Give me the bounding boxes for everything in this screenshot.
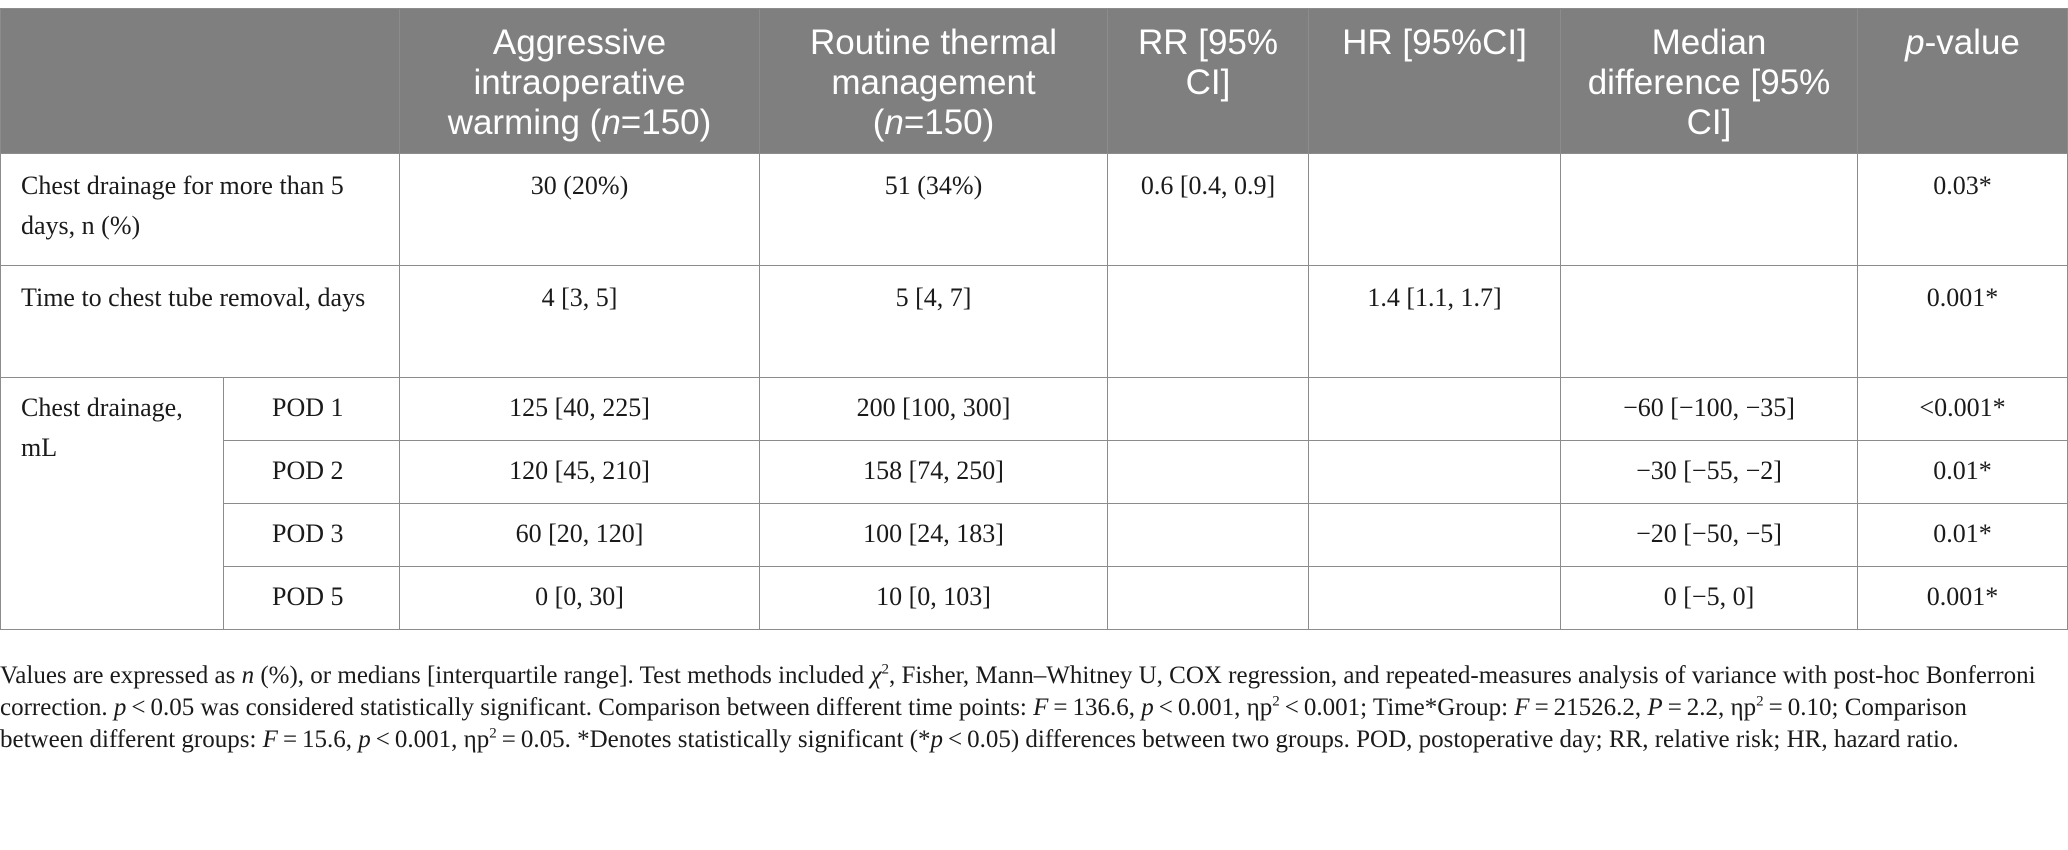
cell-hr [1308,440,1561,504]
cell-routine: 100 [24, 183] [759,503,1108,567]
cell-aggressive: 125 [40, 225] [399,377,760,441]
cell-rr [1107,503,1309,567]
cell-aggressive: 0 [0, 30] [399,566,760,630]
cell-median-diff: −60 [−100, −35] [1560,377,1858,441]
table-row: POD 5 0 [0, 30] 10 [0, 103] 0 [−5, 0] 0.… [1,566,2068,630]
group-label-chest-drainage: Chest drainage, mL [0,377,224,630]
cell-routine: 10 [0, 103] [759,566,1108,630]
header-hr: HR [95%CI] [1308,8,1561,154]
cell-p-value: 0.03* [1857,153,2068,266]
cell-aggressive: 30 (20%) [399,153,760,266]
table-footnote: Values are expressed as n (%), or median… [0,661,2036,753]
cell-p-value: 0.01* [1857,503,2068,567]
cell-p-value: <0.001* [1857,377,2068,441]
header-empty-cell [0,8,400,154]
cell-routine: 5 [4, 7] [759,265,1108,378]
cell-p-value: 0.001* [1857,566,2068,630]
pod-label: POD 1 [223,377,400,441]
results-table-container: Aggressive intraoperative warming (n=150… [0,8,2068,630]
cell-median-diff: −30 [−55, −2] [1560,440,1858,504]
table-row: POD 3 60 [20, 120] 100 [24, 183] −20 [−5… [1,503,2068,567]
cell-rr [1107,377,1309,441]
header-aggressive-warming: Aggressive intraoperative warming (n=150… [399,8,760,154]
header-p-value: p-value [1857,8,2068,154]
cell-routine: 200 [100, 300] [759,377,1108,441]
header-row: Aggressive intraoperative warming (n=150… [0,8,2068,154]
cell-hr: 1.4 [1.1, 1.7] [1308,265,1561,378]
table-row: Chest drainage, mL POD 1 125 [40, 225] 2… [0,377,2068,630]
cell-hr [1308,377,1561,441]
cell-rr: 0.6 [0.4, 0.9] [1107,153,1309,266]
cell-rr [1107,440,1309,504]
row-label: Chest drainage for more than 5 days, n (… [0,153,400,266]
header-median-difference: Median difference [95% CI] [1560,8,1858,154]
header-routine-thermal: Routine thermal management (n=150) [759,8,1108,154]
cell-median-diff [1560,265,1858,378]
cell-routine: 51 (34%) [759,153,1108,266]
cell-p-value: 0.01* [1857,440,2068,504]
cell-aggressive: 4 [3, 5] [399,265,760,378]
pod-label: POD 5 [223,566,400,630]
cell-median-diff: −20 [−50, −5] [1560,503,1858,567]
cell-aggressive: 120 [45, 210] [399,440,760,504]
cell-hr [1308,503,1561,567]
cell-hr [1308,566,1561,630]
cell-rr [1107,566,1309,630]
pod-label: POD 2 [223,440,400,504]
table-row: Time to chest tube removal, days 4 [3, 5… [0,265,2068,378]
pod-label: POD 3 [223,503,400,567]
cell-routine: 158 [74, 250] [759,440,1108,504]
cell-p-value: 0.001* [1857,265,2068,378]
cell-median-diff [1560,153,1858,266]
results-table: Aggressive intraoperative warming (n=150… [0,8,2068,630]
cell-rr [1107,265,1309,378]
cell-median-diff: 0 [−5, 0] [1560,566,1858,630]
table-row: Chest drainage for more than 5 days, n (… [0,153,2068,266]
header-rr: RR [95% CI] [1107,8,1309,154]
row-label: Time to chest tube removal, days [0,265,400,378]
table-row: POD 2 120 [45, 210] 158 [74, 250] −30 [−… [1,440,2068,504]
cell-aggressive: 60 [20, 120] [399,503,760,567]
cell-hr [1308,153,1561,266]
